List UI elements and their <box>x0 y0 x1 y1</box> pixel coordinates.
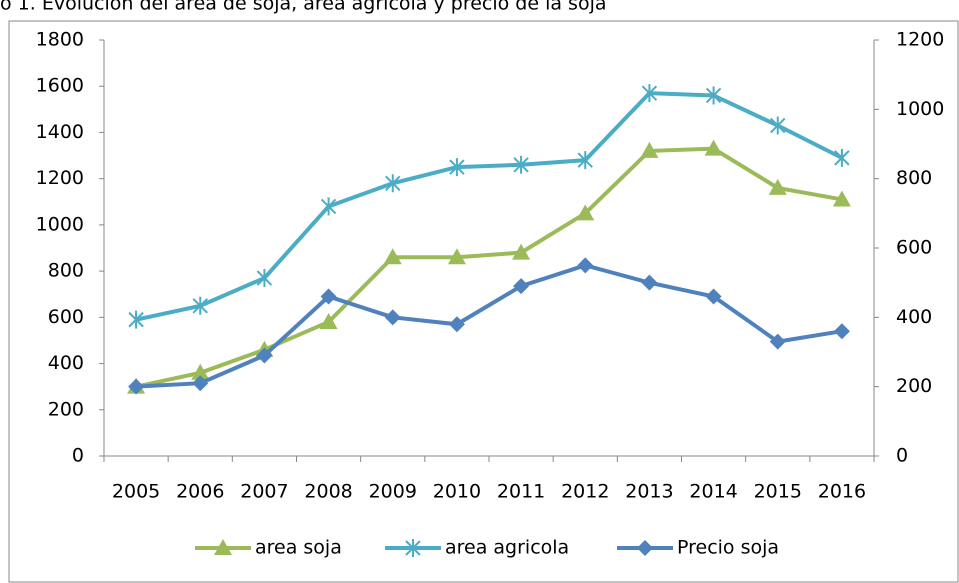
y2-tick-label: 600 <box>896 237 932 259</box>
x-tick-label: 2007 <box>240 481 288 503</box>
legend-label: Precio soja <box>677 537 779 559</box>
y2-tick-label: 0 <box>896 445 908 467</box>
x-tick-label: 2013 <box>625 481 673 503</box>
legend-label: area agricola <box>445 537 569 559</box>
y-tick-label: 1000 <box>36 213 84 235</box>
x-tick-label: 2012 <box>561 481 609 503</box>
y2-tick-label: 400 <box>896 306 932 328</box>
marker <box>704 139 723 156</box>
marker <box>383 248 402 265</box>
y2-tick-label: 1200 <box>896 29 944 51</box>
x-tick-label: 2011 <box>497 481 545 503</box>
marker <box>384 309 401 326</box>
series-line <box>135 263 843 389</box>
series-line <box>135 91 843 322</box>
y-tick-label: 1800 <box>36 29 84 51</box>
chart-title: o 1. Evolución del área de soja, área ag… <box>0 0 607 15</box>
marker <box>513 155 529 174</box>
marker <box>513 278 530 295</box>
y-tick-label: 0 <box>72 445 84 467</box>
y-tick-label: 400 <box>48 352 84 374</box>
y2-tick-label: 200 <box>896 375 932 397</box>
marker <box>637 540 653 556</box>
x-tick-label: 2015 <box>754 481 802 503</box>
marker <box>385 174 401 193</box>
marker <box>705 288 722 305</box>
marker <box>256 347 273 364</box>
x-tick-label: 2009 <box>369 481 417 503</box>
marker <box>128 310 144 329</box>
marker <box>320 197 337 216</box>
marker <box>577 257 594 274</box>
y-tick-label: 1600 <box>36 75 84 97</box>
y-tick-label: 800 <box>48 260 84 282</box>
marker <box>449 158 465 177</box>
marker <box>641 84 658 103</box>
marker <box>214 539 232 555</box>
y2-tick-label: 1000 <box>896 98 944 120</box>
x-tick-label: 2010 <box>433 481 481 503</box>
marker <box>577 151 593 170</box>
marker <box>769 333 786 350</box>
marker <box>192 296 208 315</box>
marker <box>447 248 466 265</box>
x-tick-label: 2006 <box>176 481 224 503</box>
x-tick-label: 2008 <box>304 481 352 503</box>
marker <box>192 375 209 392</box>
marker <box>770 116 786 135</box>
marker <box>512 243 531 260</box>
marker <box>768 178 787 195</box>
marker <box>191 363 210 380</box>
marker <box>319 312 338 329</box>
marker <box>256 269 273 288</box>
marker <box>128 378 145 395</box>
legend-label: area soja <box>255 537 342 559</box>
marker <box>448 316 465 333</box>
marker <box>640 141 659 158</box>
marker <box>576 204 595 221</box>
y-tick-label: 600 <box>48 306 84 328</box>
marker <box>832 190 851 207</box>
marker <box>834 148 850 167</box>
marker <box>641 274 658 291</box>
chart-border <box>8 20 959 583</box>
x-tick-label: 2005 <box>112 481 160 503</box>
y2-tick-label: 800 <box>896 167 932 189</box>
marker <box>405 539 421 557</box>
x-tick-label: 2014 <box>689 481 737 503</box>
marker <box>833 323 850 340</box>
y-tick-label: 1400 <box>36 121 84 143</box>
x-tick-label: 2016 <box>818 481 866 503</box>
marker <box>705 86 722 105</box>
marker <box>320 288 337 305</box>
y-tick-label: 200 <box>48 398 84 420</box>
y-tick-label: 1200 <box>36 167 84 189</box>
series-line <box>135 146 843 389</box>
